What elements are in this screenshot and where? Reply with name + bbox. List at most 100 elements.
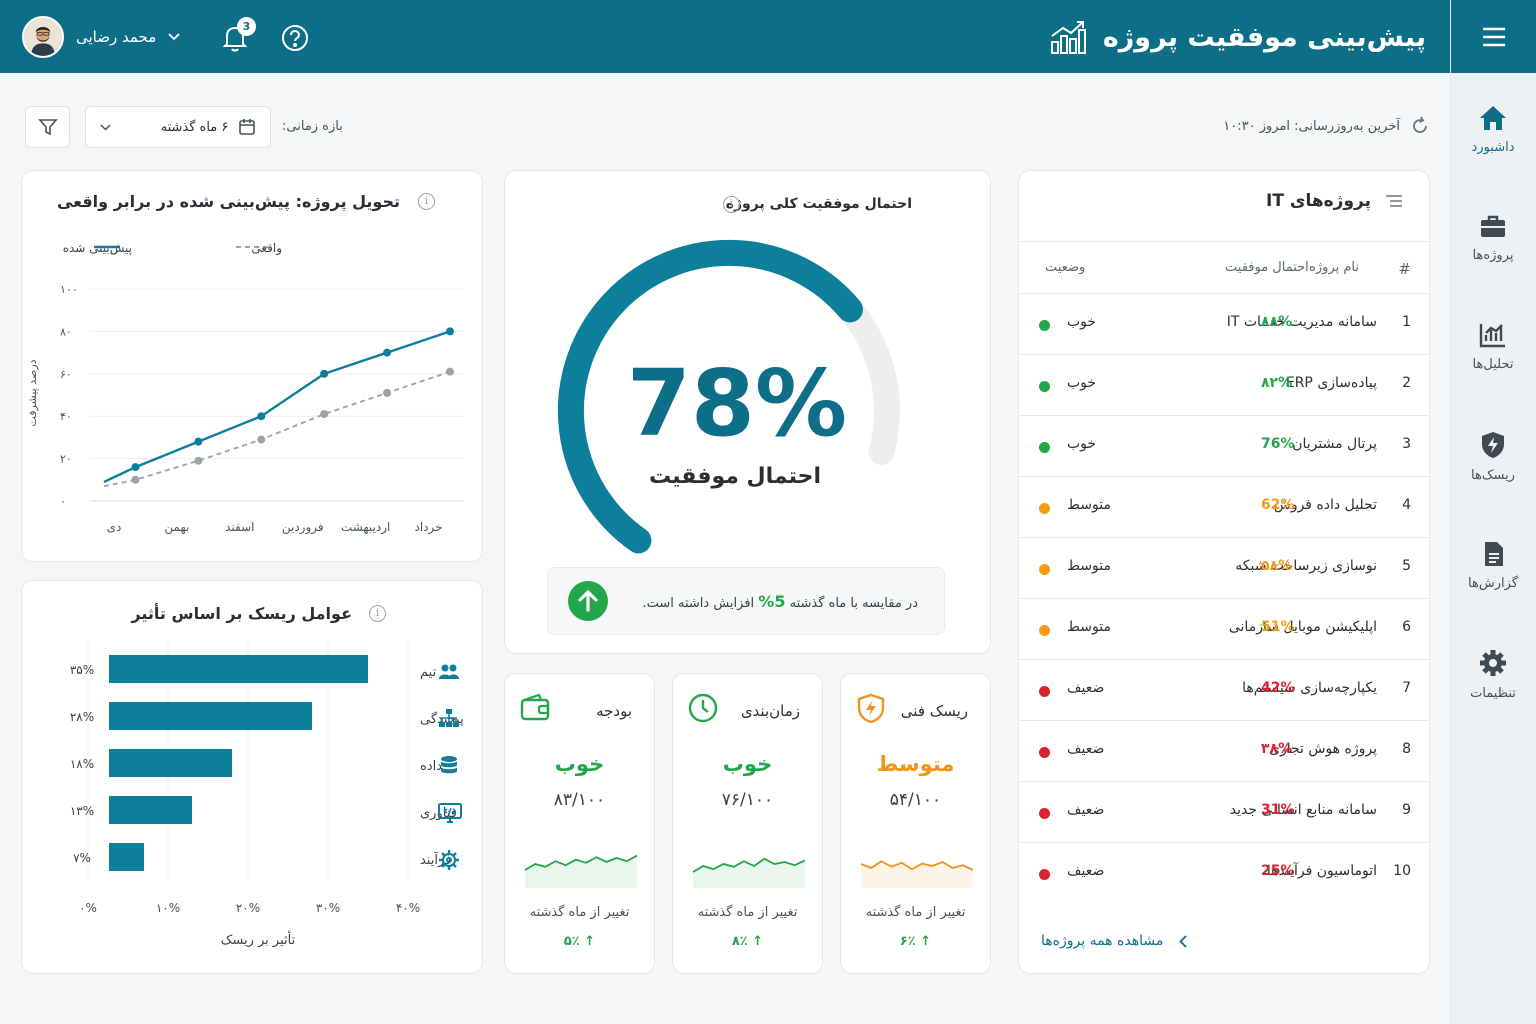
sidebar-item-projects[interactable]: پروژه‌ها (1450, 212, 1536, 263)
calendar-icon (239, 119, 255, 135)
bar-value-label: ۷% (73, 851, 91, 865)
y-tick-label: ۲۰ (60, 453, 72, 466)
data-point[interactable] (320, 369, 329, 378)
table-row[interactable]: 3 پرتال مشتریان 76% خوب (1019, 415, 1429, 476)
user-menu[interactable]: محمد رضایی (22, 16, 180, 58)
col-prob: احتمال موفقیت (1225, 260, 1309, 275)
data-point[interactable] (320, 410, 329, 419)
help-icon[interactable] (281, 24, 309, 52)
sidebar-item-label: تنظیمات (1470, 686, 1516, 701)
chevron-left-icon (1179, 934, 1187, 948)
sparkline-line (692, 857, 806, 873)
table-row[interactable]: 5 نوسازی زیرساخت شبکه ۵۸% متوسط (1019, 537, 1429, 598)
sidebar-item-label: داشبورد (1471, 140, 1515, 155)
sidebar-item-label: گزارش‌ها (1468, 576, 1518, 591)
status-dot (1039, 564, 1050, 575)
data-point[interactable] (194, 437, 203, 446)
risk-factors-card: عوامل ریسک بر اساس تأثیر i ۰% ۱۰% ۲۰% ۳۰% ۴۰… (21, 580, 483, 974)
range-select[interactable]: ۶ ماه گذشته (85, 106, 271, 148)
data-point[interactable] (257, 412, 266, 421)
table-row[interactable]: 6 اپلیکیشن موبایل سازمانی 51% متوسط (1019, 598, 1429, 659)
delivery-title: تحویل پروژه: پیش‌بینی شده در برابر واقعی (56, 192, 400, 211)
kpi-sparkline (524, 854, 638, 888)
table-row[interactable]: 7 یکپارچه‌سازی سیستم‌ها 42% ضعیف (1019, 659, 1429, 720)
range-value: ۶ ماه گذشته (160, 119, 229, 135)
x-tick-label: بهمن (164, 520, 189, 535)
info-icon[interactable]: i (369, 605, 386, 622)
analytics-icon (1479, 324, 1505, 348)
kpi-status: خوب (554, 752, 605, 776)
bar[interactable] (109, 843, 145, 871)
kpi-score: ۵۴/۱۰۰ (889, 790, 942, 810)
y-tick-label: ۶۰ (60, 368, 72, 381)
info-icon[interactable]: i (723, 196, 740, 213)
view-all-label: مشاهده همه پروژه‌ها (1041, 933, 1164, 949)
process-gear-icon (439, 850, 459, 870)
data-point[interactable] (194, 456, 203, 465)
projects-card: پروژه‌های IT # نام پروژه احتمال موفقیت و… (1018, 170, 1430, 974)
series-line (103, 370, 451, 488)
sidebar-item-analytics[interactable]: تحلیل‌ها (1450, 321, 1536, 372)
table-row[interactable]: 10 اتوماسیون فرآیندها 25% ضعیف (1019, 842, 1429, 903)
bar[interactable] (109, 655, 369, 683)
col-name: نام پروژه (1309, 260, 1359, 275)
kpi-card: زمان‌بندی خوب ۷۶/۱۰۰ تغییر از ماه گذشته ↑ ۸٪ (672, 673, 823, 974)
status-dot (1039, 442, 1050, 453)
table-row[interactable]: 1 سامانه مدیریت خدمات IT ۸۸% خوب (1019, 293, 1429, 354)
filter-button[interactable] (25, 106, 70, 148)
row-num: 4 (1402, 497, 1411, 513)
chevron-down-icon (100, 123, 111, 131)
risk-shield-icon (1482, 432, 1504, 458)
home-icon (1480, 106, 1506, 130)
comparison-box: در مقایسه با ماه گذشته 5% افزایش داشته ا… (547, 567, 945, 635)
x-tick-label: ۱۰% (156, 901, 180, 915)
table-row[interactable]: 8 پروژه هوش تجاری ۳۸% ضعیف (1019, 720, 1429, 781)
sidebar-item-risks[interactable]: ریسک‌ها (1450, 430, 1536, 483)
header-bar: پیش‌بینی موفقیت پروژه محمد رضایی 3 (0, 0, 1450, 73)
kpi-change-value: ↑ ۶٪ (899, 934, 932, 949)
view-all-link[interactable]: مشاهده همه پروژه‌ها (1041, 933, 1187, 949)
row-num: 1 (1402, 314, 1411, 330)
success-probability: 51% (1261, 619, 1295, 635)
bar-value-label: ۲۸% (70, 710, 94, 724)
hamburger-icon (1482, 27, 1505, 46)
status-dot (1039, 381, 1050, 392)
avatar[interactable] (22, 16, 64, 58)
success-probability: 76% (1261, 436, 1295, 452)
success-gauge: 78% احتمال موفقیت (557, 239, 900, 554)
table-row[interactable]: 2 پیاده‌سازی ERP ۸۲% خوب (1019, 354, 1429, 415)
status-label: خوب (1067, 436, 1097, 452)
data-point[interactable] (131, 475, 140, 484)
bell-icon[interactable] (222, 24, 248, 52)
data-point[interactable] (257, 435, 266, 444)
success-probability: ۵۸% (1261, 558, 1293, 574)
shield-bolt-icon (857, 693, 885, 724)
data-point[interactable] (383, 348, 392, 357)
arrow-up-icon (568, 581, 608, 621)
projects-header: پروژه‌های IT (1266, 191, 1403, 211)
comparison-pre: در مقایسه با ماه گذشته (789, 596, 918, 611)
status-label: متوسط (1067, 558, 1111, 574)
refresh-icon[interactable] (1410, 116, 1430, 136)
bar[interactable] (109, 796, 193, 824)
kpi-change-label: تغییر از ماه گذشته (697, 905, 798, 920)
data-point[interactable] (131, 463, 140, 472)
table-row[interactable]: 4 تحلیل داده فروش 62% متوسط (1019, 476, 1429, 537)
user-avatar-icon (24, 18, 62, 56)
table-row[interactable]: 9 سامانه منابع انسانی جدید 31% ضعیف (1019, 781, 1429, 842)
row-num: 6 (1402, 619, 1411, 635)
data-point[interactable] (446, 367, 454, 376)
bar[interactable] (109, 702, 313, 730)
series-line (103, 330, 451, 483)
kpi-sparkline (860, 860, 974, 888)
kpi-score: ۸۳/۱۰۰ (553, 790, 606, 810)
menu-button[interactable] (1451, 0, 1536, 73)
bar[interactable] (109, 749, 233, 777)
info-icon[interactable]: i (418, 193, 435, 210)
data-point[interactable] (446, 327, 454, 336)
sidebar-item-settings[interactable]: تنظیمات (1450, 648, 1536, 701)
data-point[interactable] (383, 388, 392, 397)
sidebar-item-reports[interactable]: گزارش‌ها (1450, 540, 1536, 591)
y-tick-label: ۱۰۰ (60, 283, 78, 296)
sidebar-item-dashboard[interactable]: داشبورد (1450, 104, 1536, 155)
